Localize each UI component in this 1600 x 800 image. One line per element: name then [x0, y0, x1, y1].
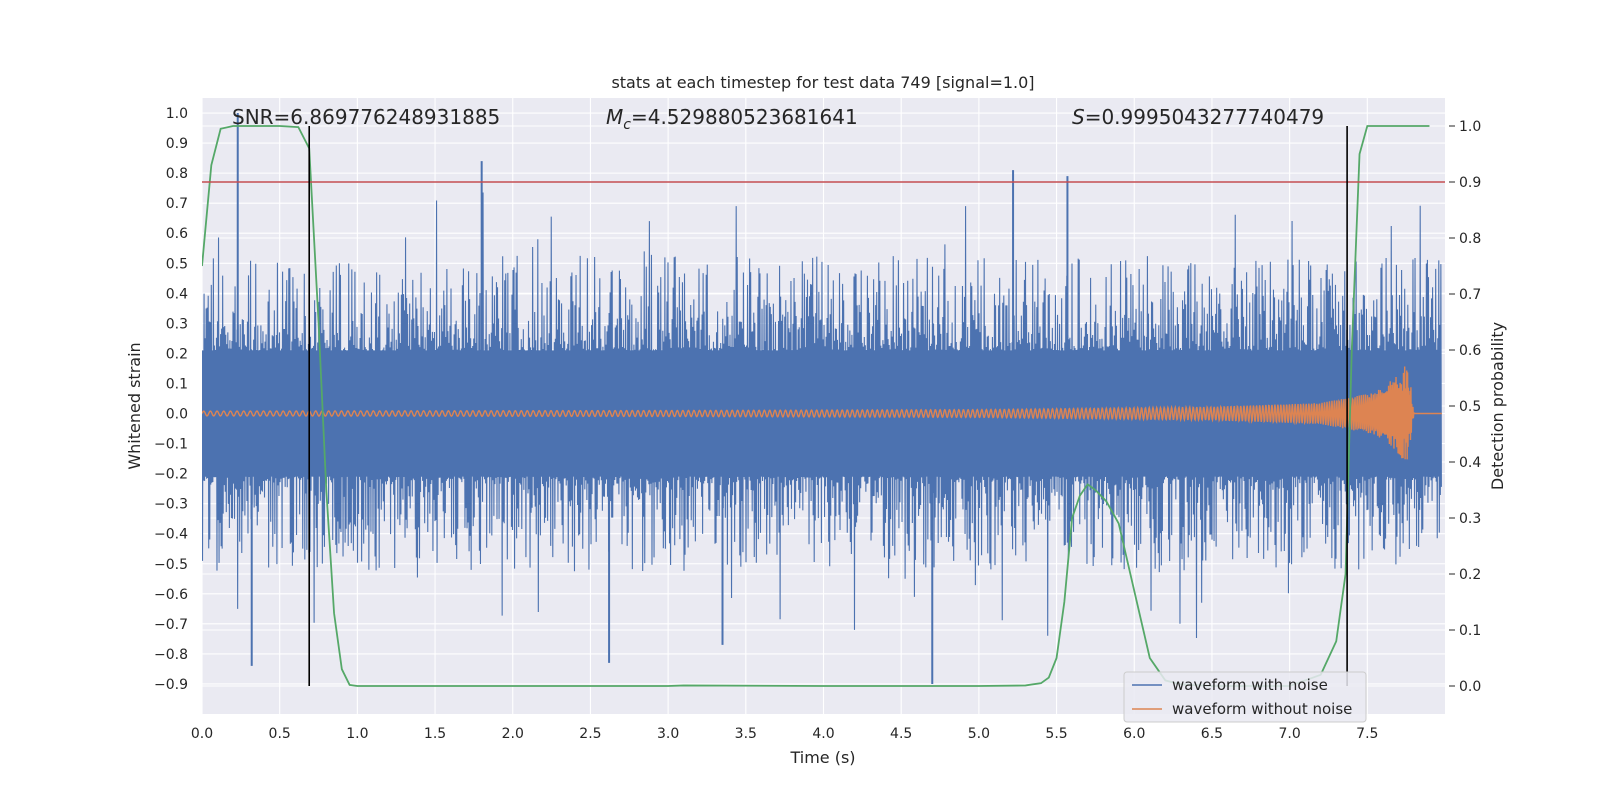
y-tick-label: −0.7	[154, 617, 188, 633]
y-tick-label: 0.1	[166, 376, 188, 392]
probability-curve	[202, 125, 1430, 687]
signal-series	[202, 366, 1442, 460]
y2-tick-label: 0.6	[1459, 343, 1481, 359]
y-tick-label: 0.3	[166, 316, 188, 332]
s-value: =0.9995043277740479	[1085, 105, 1324, 129]
x-tick-label: 6.5	[1201, 726, 1223, 742]
y-axis-label: Whitened strain	[125, 342, 144, 469]
legend: waveform with noise waveform without noi…	[1123, 671, 1367, 723]
y-tick-label: 0.8	[166, 166, 188, 182]
chirp-mass-subscript: c	[623, 117, 631, 133]
x-tick-label: 1.5	[424, 726, 446, 742]
x-tick-label: 4.0	[812, 726, 834, 742]
y-tick-label: 0.9	[166, 136, 188, 152]
x-tick-label: 0.0	[191, 726, 213, 742]
x-tick-label: 3.0	[657, 726, 679, 742]
y-tick-label: 1.0	[166, 106, 188, 122]
y2-tick-label: 0.5	[1459, 399, 1481, 415]
x-tick-label: 2.0	[502, 726, 524, 742]
y2-tick-label: 0.9	[1459, 175, 1481, 191]
probability-series	[202, 125, 1430, 687]
x-tick-label: 2.5	[579, 726, 601, 742]
y2-tick-label: 0.3	[1459, 511, 1481, 527]
x-tick-label: 5.0	[968, 726, 990, 742]
y-tick-labels: −0.9 −0.8 −0.7 −0.6 −0.5 −0.4 −0.3 −0.2 −0.1 0.0 0…	[154, 106, 188, 693]
chart-title: stats at each timestep for test data 749…	[611, 73, 1034, 92]
snr-annotation: SNR=6.869776248931885	[232, 105, 500, 129]
x-tick-label: 1.0	[346, 726, 368, 742]
y-tick-label: −0.3	[154, 497, 188, 513]
y-tick-label: 0.0	[166, 407, 188, 423]
y-tick-label: 0.6	[166, 226, 188, 242]
x-axis-label: Time (s)	[789, 748, 855, 767]
x-tick-label: 0.5	[269, 726, 291, 742]
y-tick-label: 0.4	[166, 286, 188, 302]
chirp-mass-annotation: Mc=4.529880523681641	[606, 105, 858, 133]
y2-tick-label: 1.0	[1459, 119, 1481, 135]
x-tick-label: 3.5	[735, 726, 757, 742]
x-tick-label: 4.5	[890, 726, 912, 742]
chirp-mass-value: =4.529880523681641	[631, 105, 858, 129]
y2-tick-label: 0.1	[1459, 623, 1481, 639]
y2-tick-label: 0.8	[1459, 231, 1481, 247]
noise-waveform	[202, 192, 1442, 639]
y2-tick-labels: 0.0 0.1 0.2 0.3 0.4 0.5 0.6 0.7 0.8 0.9 1.0	[1449, 119, 1481, 695]
y2-tick-label: 0.2	[1459, 567, 1481, 583]
x-tick-label: 6.0	[1123, 726, 1145, 742]
x-tick-label: 5.5	[1045, 726, 1067, 742]
y-tick-label: 0.2	[166, 346, 188, 362]
x-tick-label: 7.5	[1356, 726, 1378, 742]
plot-extras	[202, 126, 1445, 686]
x-tick-label: 7.0	[1278, 726, 1300, 742]
y-tick-label: −0.2	[154, 467, 188, 483]
s-annotation: S=0.9995043277740479	[1072, 105, 1324, 129]
y2-tick-label: 0.0	[1459, 679, 1481, 695]
y-tick-label: −0.6	[154, 587, 188, 603]
y-tick-label: −0.4	[154, 527, 188, 543]
y-tick-label: 0.5	[166, 256, 188, 272]
y-tick-label: 0.7	[166, 196, 188, 212]
x-tick-labels: 0.0 0.5 1.0 1.5 2.0 2.5 3.0 3.5 4.0 4.5 5.0 5.5 6.0 6…	[191, 726, 1379, 742]
chirp-mass-symbol: M	[606, 105, 623, 129]
legend-box	[1123, 671, 1367, 723]
legend-label-signal: waveform without noise	[1172, 700, 1352, 718]
y2-axis-label: Detection probability	[1488, 322, 1507, 490]
y2-tick-label: 0.4	[1459, 455, 1481, 471]
y-tick-label: −0.5	[154, 557, 188, 573]
y-tick-label: −0.9	[154, 677, 188, 693]
y-tick-label: −0.1	[154, 437, 188, 453]
noise-series	[202, 113, 1442, 684]
signal-waveform	[202, 366, 1442, 460]
y2-tick-label: 0.7	[1459, 287, 1481, 303]
y-tick-label: −0.8	[154, 647, 188, 663]
s-symbol: S	[1072, 105, 1085, 129]
legend-label-noise: waveform with noise	[1172, 676, 1328, 694]
